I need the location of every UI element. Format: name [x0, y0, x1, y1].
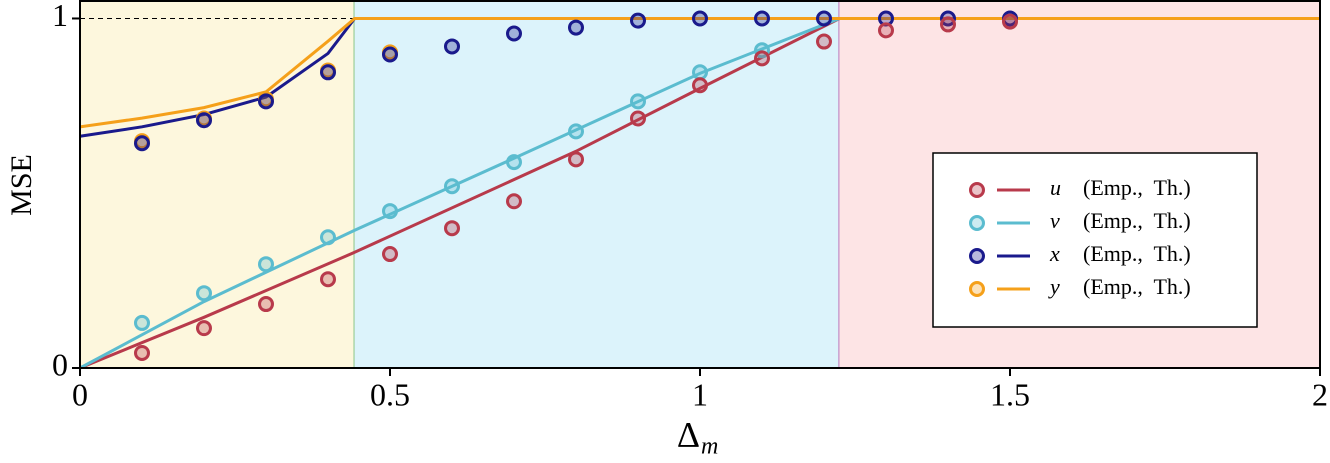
empirical-point — [258, 256, 274, 273]
empirical-point — [382, 46, 398, 63]
empirical-point — [692, 77, 708, 94]
y-axis-label: MSE — [5, 154, 38, 216]
empirical-point — [506, 25, 522, 42]
legend-label: y — [1048, 274, 1060, 299]
legend-note: (Emp., Th.) — [1083, 274, 1191, 299]
empirical-point — [444, 220, 460, 237]
empirical-point — [506, 193, 522, 210]
legend: u (Emp., Th.) v (Emp., Th.) x (Emp., Th.) y (Em… — [932, 152, 1258, 328]
legend-marker — [969, 215, 985, 231]
empirical-point — [568, 19, 584, 36]
empirical-point — [692, 64, 708, 81]
empirical-point — [196, 112, 212, 129]
empirical-point — [754, 50, 770, 67]
empirical-point — [382, 246, 398, 263]
empirical-point — [382, 203, 398, 220]
empirical-point — [258, 296, 274, 313]
empirical-point — [692, 10, 708, 27]
empirical-point — [568, 123, 584, 140]
empirical-point — [444, 38, 460, 55]
legend-marker — [969, 248, 985, 264]
empirical-point — [196, 285, 212, 302]
empirical-point — [320, 64, 336, 81]
x-tick-label: 0.5 — [370, 376, 410, 412]
empirical-point — [630, 12, 646, 29]
x-tick-label: 1.5 — [990, 376, 1030, 412]
empirical-point — [940, 16, 956, 33]
legend-label: u — [1050, 175, 1061, 200]
empirical-point — [568, 151, 584, 168]
empirical-point — [630, 93, 646, 110]
legend-box — [932, 152, 1258, 328]
empirical-point — [506, 154, 522, 171]
empirical-point — [444, 178, 460, 195]
empirical-point — [134, 135, 150, 152]
legend-note: (Emp., Th.) — [1083, 175, 1191, 200]
empirical-point — [878, 22, 894, 39]
y-tick-label: 1 — [52, 0, 68, 33]
empirical-point — [196, 320, 212, 337]
legend-note: (Emp., Th.) — [1083, 208, 1191, 233]
empirical-point — [1002, 13, 1018, 30]
empirical-point — [320, 271, 336, 288]
empirical-point — [134, 344, 150, 361]
x-axis-label-subscript: m — [701, 434, 718, 459]
empirical-point — [258, 93, 274, 110]
x-tick-label: 0 — [72, 376, 88, 412]
empirical-point — [134, 314, 150, 331]
legend-label: x — [1049, 241, 1060, 266]
plot — [79, 10, 1320, 370]
legend-label: v — [1050, 208, 1060, 233]
legend-marker — [969, 182, 985, 198]
empirical-point — [630, 110, 646, 127]
legend-note: (Emp., Th.) — [1083, 241, 1191, 266]
y-tick-label: 0 — [52, 346, 68, 382]
empirical-point — [816, 10, 832, 27]
empirical-point — [320, 229, 336, 246]
region — [80, 1, 355, 368]
empirical-point — [816, 33, 832, 50]
legend-marker — [969, 281, 985, 297]
empirical-point — [754, 10, 770, 27]
x-tick-label: 1 — [692, 376, 708, 412]
x-tick-label: 2 — [1312, 376, 1328, 412]
x-axis-label: Δ — [677, 414, 700, 454]
